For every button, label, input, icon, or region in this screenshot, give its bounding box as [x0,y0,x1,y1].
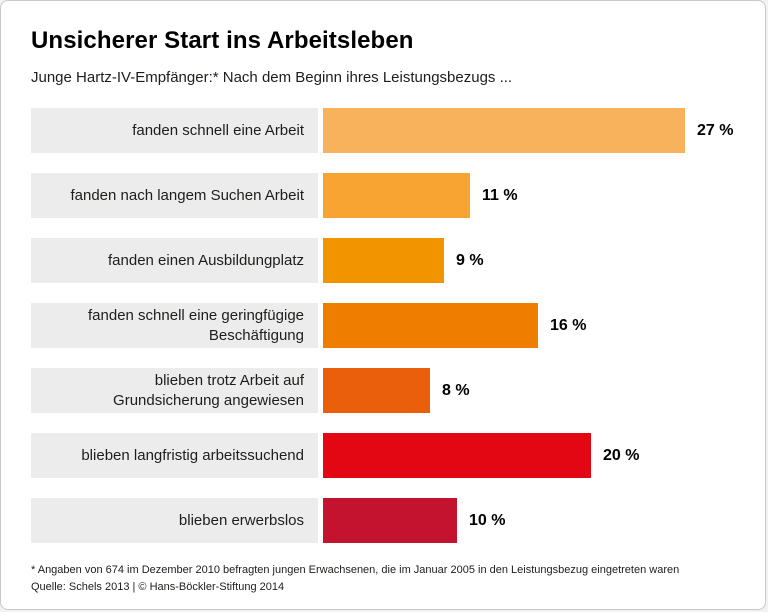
chart-row: blieben trotz Arbeit auf Grundsicherung … [31,368,735,413]
bar-track: 10 % [323,498,735,543]
source: Quelle: Schels 2013 | © Hans-Böckler-Sti… [31,581,285,594]
bar-track: 20 % [323,433,735,478]
bar-track: 16 % [323,303,735,348]
bar-chart: fanden schnell eine Arbeit 27 % fanden n… [31,108,735,543]
bar-track: 11 % [323,173,735,218]
value-label: 16 % [550,316,587,334]
chart-row: fanden nach langem Suchen Arbeit 11 % [31,173,735,218]
bar [323,368,430,413]
value-label: 27 % [697,121,734,139]
category-label: fanden nach langem Suchen Arbeit [31,173,318,218]
chart-row: fanden schnell eine geringfügige Beschäf… [31,303,735,348]
bar [323,303,538,348]
chart-footer: * Angaben von 674 im Dezember 2010 befra… [31,562,735,596]
bar [323,433,591,478]
chart-row: blieben erwerbslos 10 % [31,498,735,543]
chart-subtitle: Junge Hartz-IV-Empfänger:* Nach dem Begi… [31,69,513,86]
value-label: 20 % [603,446,640,464]
value-label: 8 % [442,381,470,399]
bar [323,108,685,153]
bar [323,238,444,283]
bar-track: 8 % [323,368,735,413]
bar [323,498,457,543]
category-label: blieben trotz Arbeit auf Grundsicherung … [31,368,318,413]
bar-track: 9 % [323,238,735,283]
category-label: fanden schnell eine geringfügige Beschäf… [31,303,318,348]
category-label: blieben erwerbslos [31,498,318,543]
footnote: * Angaben von 674 im Dezember 2010 befra… [31,564,680,576]
value-label: 10 % [469,511,506,529]
value-label: 9 % [456,251,484,269]
category-label: fanden schnell eine Arbeit [31,108,318,153]
bar-track: 27 % [323,108,735,153]
value-label: 11 % [482,186,518,204]
chart-row: fanden einen Ausbildungplatz 9 % [31,238,735,283]
category-label: blieben langfristig arbeitssuchend [31,433,318,478]
chart-row: fanden schnell eine Arbeit 27 % [31,108,735,153]
chart-row: blieben langfristig arbeitssuchend 20 % [31,433,735,478]
page-title: Unsicherer Start ins Arbeitsleben [31,27,414,54]
bar [323,173,470,218]
category-label: fanden einen Ausbildungplatz [31,238,318,283]
